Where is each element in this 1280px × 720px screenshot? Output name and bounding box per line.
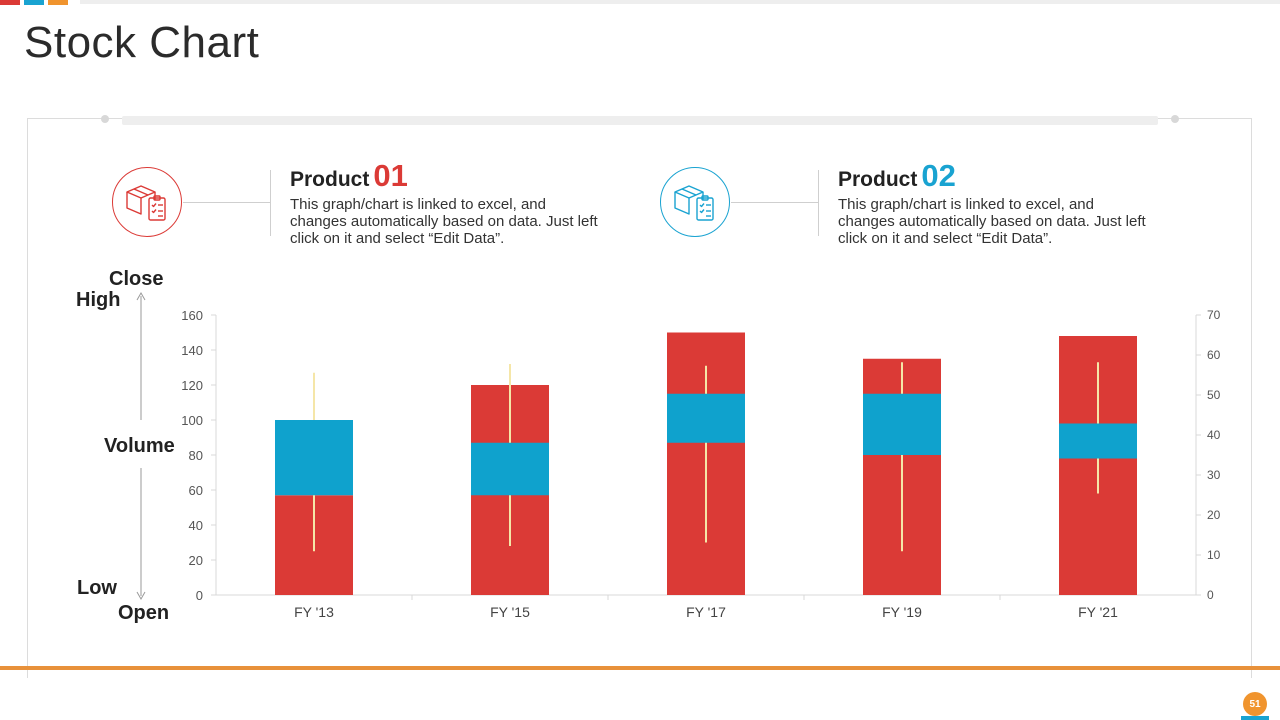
open-close-body: [1059, 423, 1137, 459]
top-accent-orange: [48, 0, 68, 5]
product-02-number: 02: [921, 158, 956, 193]
y-right-tick-label: 40: [1207, 428, 1221, 442]
y-left-tick-label: 120: [181, 378, 203, 393]
product-02-connector: [731, 202, 819, 203]
product-02-description: This graph/chart is linked to excel, and…: [838, 196, 1146, 247]
box-clipboard-icon: [126, 185, 166, 221]
box-clipboard-icon: [674, 185, 714, 221]
y-right-tick-label: 10: [1207, 548, 1221, 562]
label-open: Open: [118, 602, 170, 624]
label-volume: Volume: [104, 435, 175, 457]
y-left-tick-label: 40: [189, 518, 203, 533]
footer-rule: [0, 666, 1280, 670]
frame-top-bar: [122, 116, 1158, 125]
open-close-body: [863, 393, 941, 455]
x-tick-label: FY '15: [490, 604, 530, 620]
y-right-tick-label: 60: [1207, 348, 1221, 362]
product-01-title: Product 01: [290, 160, 408, 191]
label-low: Low: [77, 577, 117, 599]
page-number-underline: [1241, 716, 1269, 720]
open-close-body: [471, 442, 549, 496]
product-02-icon: [660, 167, 730, 237]
arrow-up-head: [136, 291, 146, 301]
y-left-tick-label: 160: [181, 308, 203, 323]
top-line: [80, 0, 1280, 4]
y-right-tick-label: 70: [1207, 308, 1221, 322]
y-right-tick-label: 50: [1207, 388, 1221, 402]
frame-dot-right: [1171, 115, 1179, 123]
product-01-divider: [270, 170, 271, 236]
open-close-body: [275, 420, 353, 496]
product-02-divider: [818, 170, 819, 236]
x-tick-label: FY '17: [686, 604, 726, 620]
x-tick-label: FY '13: [294, 604, 334, 620]
y-left-tick-label: 100: [181, 413, 203, 428]
product-02-title: Product 02: [838, 160, 956, 191]
product-01-description: This graph/chart is linked to excel, and…: [290, 196, 598, 247]
product-01-label: Product: [290, 168, 370, 191]
product-01-icon: [112, 167, 182, 237]
side-arrows: [136, 291, 146, 601]
y-right-tick-label: 0: [1207, 588, 1214, 602]
page-number-badge: 51: [1243, 692, 1267, 716]
top-accent-blue: [24, 0, 44, 5]
y-right-tick-label: 30: [1207, 468, 1221, 482]
y-left-tick-label: 0: [196, 588, 203, 603]
product-01-number: 01: [373, 158, 408, 193]
y-left-tick-label: 80: [189, 448, 203, 463]
label-close: Close: [109, 268, 164, 290]
open-close-body: [667, 393, 745, 443]
slide-title: Stock Chart: [24, 18, 260, 67]
y-left-tick-label: 140: [181, 343, 203, 358]
product-02-label: Product: [838, 168, 918, 191]
x-tick-label: FY '19: [882, 604, 922, 620]
y-left-tick-label: 20: [189, 553, 203, 568]
product-01-connector: [183, 202, 271, 203]
top-accent-red: [0, 0, 20, 5]
arrow-down-head: [136, 591, 146, 601]
label-high: High: [76, 289, 121, 311]
y-left-tick-label: 60: [189, 483, 203, 498]
content-frame: [27, 118, 1252, 678]
x-tick-label: FY '21: [1078, 604, 1118, 620]
frame-dot-left: [101, 115, 109, 123]
y-right-tick-label: 20: [1207, 508, 1221, 522]
